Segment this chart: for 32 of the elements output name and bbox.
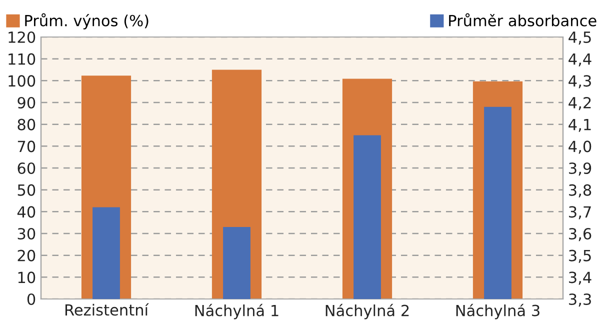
y2-tick-label: 3,7 (569, 206, 591, 220)
y-tick-label: 60 (18, 162, 36, 174)
x-tick-label: Náchylná 2 (326, 304, 409, 320)
x-tick-label: Rezistentní (65, 303, 149, 316)
y2-tick-label: 4,2 (568, 96, 591, 110)
y-tick-label: 50 (18, 184, 36, 196)
y-tick-label: 110 (8, 53, 36, 65)
x-tick-label: Náchylná 3 (456, 304, 540, 320)
y2-tick-label: 4,0 (568, 140, 592, 154)
y-tick-label: 10 (18, 272, 36, 284)
legend-label: Průměr absorbance (449, 13, 596, 26)
y2-tick-label: 4,1 (568, 119, 591, 132)
x-tick-label: Náchylná 1 (195, 304, 278, 320)
y2-tick-label: 4,3 (568, 75, 591, 88)
y2-tick-label: 3,6 (569, 228, 592, 242)
y-tick-label: 0 (27, 293, 36, 306)
y-tick-label: 20 (18, 250, 36, 262)
y-tick-label: 30 (18, 228, 36, 240)
y2-tick-label: 3,8 (569, 184, 592, 198)
y-tick-label: 100 (8, 75, 36, 87)
y2-tick-label: 4,4 (568, 54, 592, 66)
y2-tick-label: 3,3 (569, 293, 591, 307)
y2-tick-label: 3,4 (569, 272, 592, 285)
y-tick-label: 120 (8, 31, 36, 44)
y-tick-label: 40 (17, 206, 36, 218)
y-tick-label: 90 (18, 96, 36, 109)
y2-tick-label: 3,5 (569, 250, 591, 263)
y-tick-label: 80 (18, 118, 36, 130)
legend-label: Prům. výnos (%) (25, 13, 148, 30)
y2-tick-label: 4,5 (568, 32, 591, 45)
y2-tick-label: 3,9 (569, 162, 592, 176)
y-tick-label: 70 (18, 140, 36, 152)
